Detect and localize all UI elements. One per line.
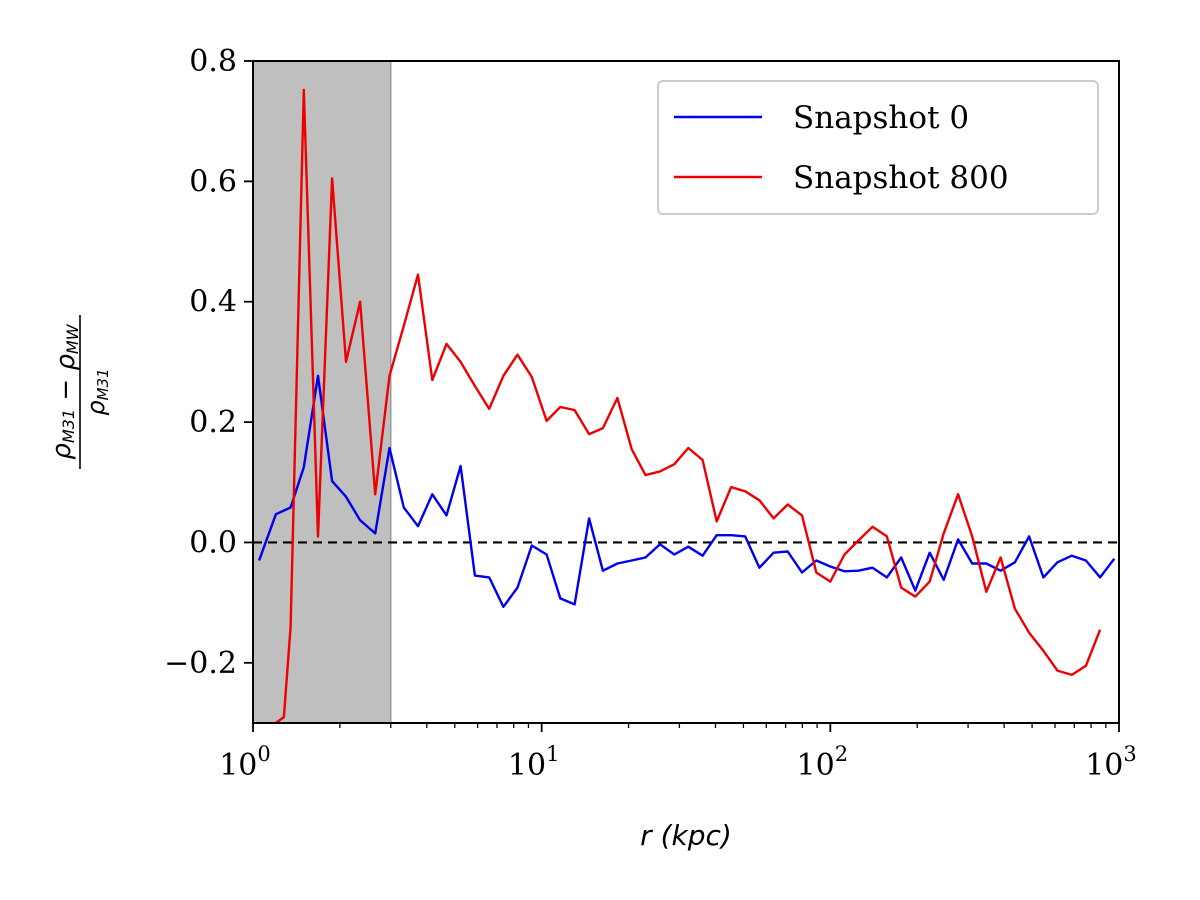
series-line-snapshot-800 <box>275 88 1102 723</box>
series-line-snapshot-0 <box>257 374 1116 608</box>
y-tick-label: 0.0 <box>189 525 237 560</box>
plot-frame <box>252 60 1120 724</box>
y-tick-label: 0.2 <box>189 405 237 440</box>
legend-box <box>657 80 1099 215</box>
legend-entry-label: Snapshot 800 <box>793 160 1009 196</box>
y-axis-label-part: ρM31 <box>82 368 112 415</box>
y-tick-label: 0.8 <box>189 44 237 79</box>
x-tick-label: 102 <box>797 742 849 783</box>
x-axis: 100 101 102 103 <box>219 723 1137 783</box>
legend-entry-label: Snapshot 0 <box>793 100 969 136</box>
x-tick-label: 100 <box>219 742 271 783</box>
shaded-region <box>253 61 391 723</box>
y-axis-label-part: ρM31 − ρMW <box>47 323 82 459</box>
y-tick-label: 0.6 <box>189 164 237 199</box>
y-tick-label: 0.4 <box>189 285 237 320</box>
x-axis-label: r (kpc) <box>640 819 732 852</box>
x-tick-label: 101 <box>508 742 560 783</box>
y-axis: −0.2 0.0 0.2 0.4 0.6 0.8 <box>164 44 253 681</box>
y-tick-label: −0.2 <box>164 646 237 681</box>
legend: Snapshot 0 Snapshot 800 <box>657 80 1099 215</box>
plot-area <box>253 61 1119 723</box>
x-tick-label: 103 <box>1085 742 1137 783</box>
